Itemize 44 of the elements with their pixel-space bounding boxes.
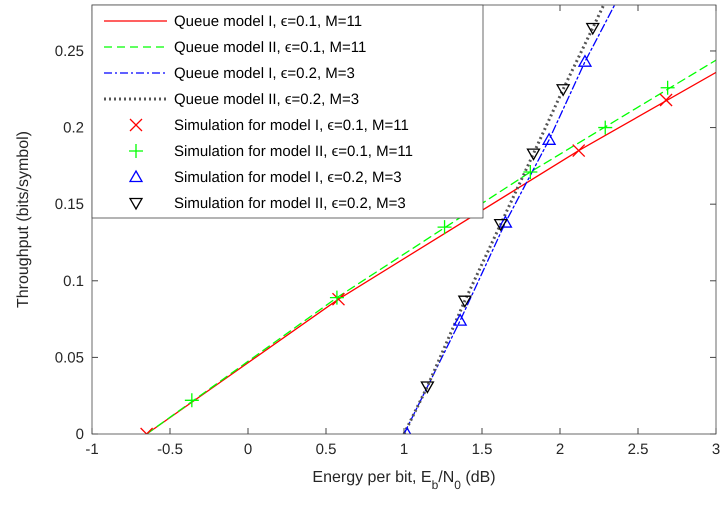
y-tick-label: 0.15 — [54, 196, 84, 214]
legend-label: Queue model I, ϵ=0.2, M=3 — [174, 65, 355, 82]
point — [454, 314, 467, 326]
point — [420, 381, 434, 394]
y-tick-label: 0.05 — [54, 349, 84, 366]
point — [329, 290, 345, 306]
x-tick-label: 2 — [556, 441, 564, 458]
legend-label: Simulation for model II, ϵ=0.1, M=11 — [174, 143, 413, 160]
legend-label: Simulation for model II, ϵ=0.2, M=3 — [174, 195, 406, 212]
point — [586, 22, 600, 35]
point — [572, 144, 586, 158]
point — [578, 55, 592, 67]
legend-label: Queue model II, ϵ=0.2, M=3 — [174, 91, 360, 108]
point — [498, 216, 512, 228]
point — [542, 133, 556, 145]
point — [332, 292, 346, 306]
point — [436, 220, 452, 235]
y-axis-title: Throughput (bits/symbol) — [15, 131, 32, 308]
legend-label: Simulation for model I, ϵ=0.2, M=3 — [174, 169, 402, 186]
point — [598, 120, 613, 136]
point — [494, 218, 508, 231]
x-tick-label: 1.5 — [472, 441, 492, 458]
legend-label: Simulation for model I, ϵ=0.1, M=11 — [174, 117, 409, 134]
point — [556, 84, 570, 96]
legend-label: Queue model I, ϵ=0.1, M=11 — [174, 13, 362, 30]
point — [660, 80, 676, 96]
point — [526, 148, 540, 160]
x-tick-label: 0 — [244, 441, 252, 458]
x-axis-title: Energy per bit, E$_{b}$/N$_{0}$ (dB) — [312, 469, 496, 492]
x-tick-label: 2.5 — [628, 441, 648, 458]
y-tick-label: 0 — [76, 426, 84, 443]
y-tick-label: 0.1 — [63, 272, 84, 290]
x-tick-label: 1 — [400, 441, 408, 458]
y-tick-label: 0.2 — [63, 120, 84, 137]
x-tick-label: -0.5 — [157, 441, 183, 458]
y-tick-label: 0.25 — [54, 42, 84, 60]
point — [184, 392, 200, 408]
point — [522, 164, 538, 180]
point — [458, 296, 472, 308]
point — [659, 93, 673, 107]
x-tick-label: -1 — [85, 441, 99, 458]
x-tick-label: 0.5 — [316, 441, 336, 458]
legend-label: Queue model II, ϵ=0.1, M=11 — [174, 39, 366, 56]
x-tick-label: 3 — [712, 441, 720, 458]
